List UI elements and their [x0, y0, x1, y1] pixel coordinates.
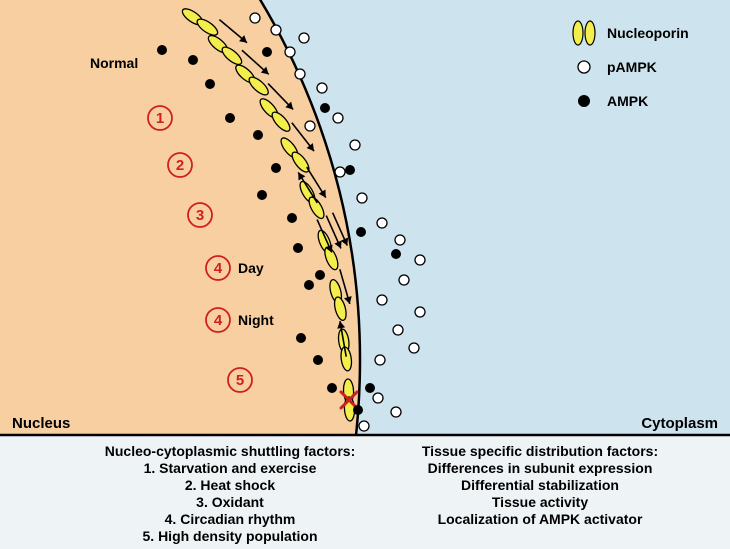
factors-item: 2. Heat shock	[185, 477, 275, 493]
ampk-dot	[345, 165, 355, 175]
pampk-dot	[359, 421, 369, 431]
pampk-dot	[250, 13, 260, 23]
factors-item: Tissue activity	[492, 494, 588, 510]
pampk-dot	[271, 25, 281, 35]
condition-sublabel: Night	[238, 312, 274, 328]
pampk-dot	[393, 325, 403, 335]
ampk-dot	[293, 243, 303, 253]
pampk-dot	[317, 83, 327, 93]
ampk-dot	[353, 405, 363, 415]
svg-text:1: 1	[156, 110, 164, 127]
ampk-dot	[304, 280, 314, 290]
svg-text:4: 4	[214, 260, 223, 277]
cytoplasm-label: Cytoplasm	[641, 415, 718, 432]
ampk-dot	[320, 103, 330, 113]
ampk-dot	[327, 383, 337, 393]
factors-item: Localization of AMPK activator	[438, 511, 643, 527]
pampk-dot	[295, 69, 305, 79]
ampk-dot	[188, 55, 198, 65]
nucleus-label: Nucleus	[12, 415, 70, 432]
ampk-dot	[157, 45, 167, 55]
ampk-dot	[315, 270, 325, 280]
pampk-dot	[415, 255, 425, 265]
ampk-dot	[287, 213, 297, 223]
ampk-dot	[296, 333, 306, 343]
factors-item: 3. Oxidant	[196, 494, 264, 510]
ampk-dot	[391, 249, 401, 259]
legend-label: AMPK	[607, 93, 648, 109]
pampk-dot	[375, 355, 385, 365]
legend-label: Nucleoporin	[607, 25, 689, 41]
pampk-dot	[373, 393, 383, 403]
factors-item: 1. Starvation and exercise	[144, 460, 317, 476]
factors-item: Differential stabilization	[461, 477, 619, 493]
factors-title: Tissue specific distribution factors:	[422, 443, 658, 459]
svg-text:2: 2	[176, 157, 184, 174]
ampk-dot	[253, 130, 263, 140]
ampk-dot	[257, 190, 267, 200]
pampk-dot	[415, 307, 425, 317]
svg-text:4: 4	[214, 312, 223, 329]
ampk-dot	[271, 163, 281, 173]
pampk-dot	[391, 407, 401, 417]
svg-text:5: 5	[236, 372, 244, 389]
pampk-dot	[333, 113, 343, 123]
factors-item: 5. High density population	[143, 528, 318, 544]
pampk-dot	[299, 33, 309, 43]
factors-item: Differences in subunit expression	[428, 460, 653, 476]
factors-item: 4. Circadian rhythm	[165, 511, 296, 527]
pampk-dot	[409, 343, 419, 353]
ampk-dot	[356, 227, 366, 237]
pampk-dot	[377, 218, 387, 228]
pampk-dot	[395, 235, 405, 245]
condition-sublabel: Day	[238, 260, 264, 276]
ampk-dot	[365, 383, 375, 393]
ampk-dot	[313, 355, 323, 365]
ampk-dot	[225, 113, 235, 123]
pampk-dot	[399, 275, 409, 285]
pampk-dot	[350, 140, 360, 150]
pampk-dot	[377, 295, 387, 305]
ampk-dot	[262, 47, 272, 57]
pampk-dot	[335, 167, 345, 177]
pampk-dot	[305, 121, 315, 131]
factors-title: Nucleo-cytoplasmic shuttling factors:	[105, 443, 355, 459]
legend-label: pAMPK	[607, 59, 657, 75]
normal-label: Normal	[90, 55, 138, 71]
diagram-canvas: 1 2 3 4 Day 4 Night 5 Normal Nucleus Cytoplasm Nucl…	[0, 0, 730, 549]
pampk-dot	[285, 47, 295, 57]
ampk-dot	[205, 79, 215, 89]
pampk-dot	[357, 193, 367, 203]
svg-text:3: 3	[196, 207, 204, 224]
